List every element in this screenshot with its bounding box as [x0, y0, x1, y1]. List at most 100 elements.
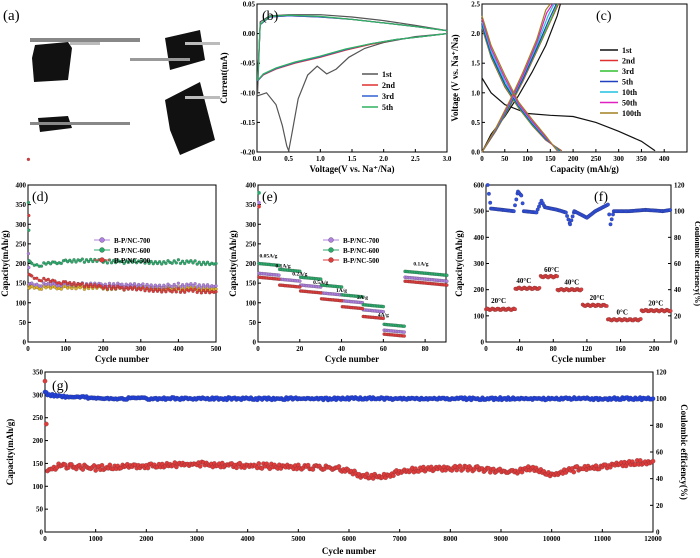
data-point [199, 263, 203, 267]
y-tick-label: -0.15 [240, 119, 255, 127]
x-tick-label: 1.0 [316, 155, 325, 163]
x-tick-label: 500 [211, 345, 222, 353]
rate-label: 0.1A/g [276, 263, 291, 269]
data-point [114, 261, 118, 265]
x-tick-label: 120 [582, 345, 593, 353]
data-point [298, 279, 302, 283]
data-point [638, 317, 643, 321]
data-point [174, 284, 178, 289]
y-tick-label: 200 [16, 260, 27, 268]
panel-label: (f) [594, 190, 608, 205]
data-point [195, 290, 199, 294]
panel-label: (b) [262, 9, 279, 24]
data-point [42, 281, 46, 285]
data-point [42, 378, 48, 384]
y-right-tick-label: 0 [656, 529, 660, 537]
x-tick-label: 0.0 [253, 155, 262, 163]
x-tick-label: 200 [98, 345, 109, 353]
y-tick-label: 0.05 [243, 1, 256, 9]
data-point [143, 261, 147, 265]
data-point [176, 258, 180, 262]
data-point [30, 261, 34, 265]
data-point [70, 260, 74, 264]
y-tick-label: 350 [16, 201, 27, 209]
data-point [191, 289, 195, 293]
data-point [164, 261, 168, 265]
data-point [298, 269, 302, 273]
legend-entry: 3rd [622, 67, 635, 76]
data-point [277, 277, 281, 281]
data-point [197, 260, 201, 264]
y-tick-label: 0 [40, 529, 44, 537]
data-point [206, 288, 210, 293]
data-point [114, 287, 118, 291]
data-point [35, 285, 39, 290]
data-point [80, 257, 84, 261]
x-tick-label: 20 [296, 345, 304, 353]
data-point [109, 261, 114, 265]
panel-label-a: (a) [3, 8, 20, 24]
x-tick-label: 50 [501, 155, 509, 163]
series-line-100th-charge [481, 3, 551, 153]
y-tick-label: 250 [246, 240, 257, 248]
data-point [39, 287, 44, 291]
data-point [153, 260, 157, 264]
photo-folded-film [30, 116, 130, 132]
data-point [84, 258, 89, 262]
data-point [147, 289, 151, 293]
x-tick-label: 200 [649, 345, 660, 353]
legend-entry: 100th [622, 109, 642, 118]
y-tick-label: 200 [246, 260, 257, 268]
x-tick-label: 0 [484, 345, 488, 353]
data-point [130, 287, 134, 291]
plot-frame [481, 3, 688, 153]
data-point [139, 284, 143, 288]
data-point [511, 209, 516, 214]
y-right-axis-label: Coulombic efficiency(%) [679, 404, 689, 500]
data-point [197, 288, 201, 292]
panel-d-cycling-chart: 0 100 200 300 400 500 0 50 100 150 200 250 300 350 400… [0, 157, 222, 364]
legend-entry: 1st [382, 70, 392, 79]
x-tick-label: 3.0 [443, 155, 452, 163]
temperature-label: 20°C [491, 297, 506, 305]
data-point [164, 285, 168, 289]
data-point [191, 284, 195, 288]
y-tick-label: 350 [33, 369, 44, 377]
data-point [214, 284, 218, 288]
x-tick-label: 8000 [443, 535, 458, 543]
y-tick-label: 100 [246, 299, 257, 307]
panel-g-long-cycling-chart: 0 1000 2000 3000 4000 5000 6000 7000 8000 9000 100… [5, 369, 689, 557]
series-line-50th-charge [481, 3, 554, 153]
data-point [519, 193, 524, 198]
y-tick-label: 0 [253, 339, 257, 347]
data-point [132, 282, 137, 286]
data-point [487, 191, 491, 196]
y-tick-label: -0.10 [240, 89, 255, 97]
y-tick-label: 50 [36, 506, 44, 514]
x-tick-label: 9000 [494, 535, 509, 543]
panel-e-rate-chart: 0 20 40 60 80 0 50 100 150 200 250 300 350 400 Cycle n… [228, 182, 449, 364]
photo-rolled-film [165, 82, 220, 155]
x-tick-label: 300 [613, 155, 624, 163]
data-point-first-cycle [257, 204, 261, 209]
x-tick-label: 10000 [543, 535, 561, 543]
data-point [195, 285, 199, 289]
panel-c-charge-discharge-chart: 0 50 100 150 200 250 300 350 400 0.0 0.5 1.0 1.5 2.0 2… [450, 1, 688, 174]
data-point [35, 282, 39, 286]
data-point [172, 282, 176, 287]
series-line-100th-discharge [481, 15, 558, 152]
data-point [86, 259, 91, 264]
data-point [143, 289, 147, 293]
series-line-1st-anodic [257, 14, 448, 93]
data-point [574, 464, 580, 469]
data-point [608, 222, 613, 227]
y-right-tick-label: 40 [656, 475, 664, 483]
y-tick-label: 400 [246, 182, 257, 190]
legend-entry: 5th [622, 78, 634, 87]
data-point [174, 290, 178, 294]
data-point [145, 287, 149, 291]
data-point [80, 281, 84, 286]
data-point [68, 281, 72, 285]
data-point [145, 282, 149, 287]
y-tick-label: 0 [23, 339, 27, 347]
